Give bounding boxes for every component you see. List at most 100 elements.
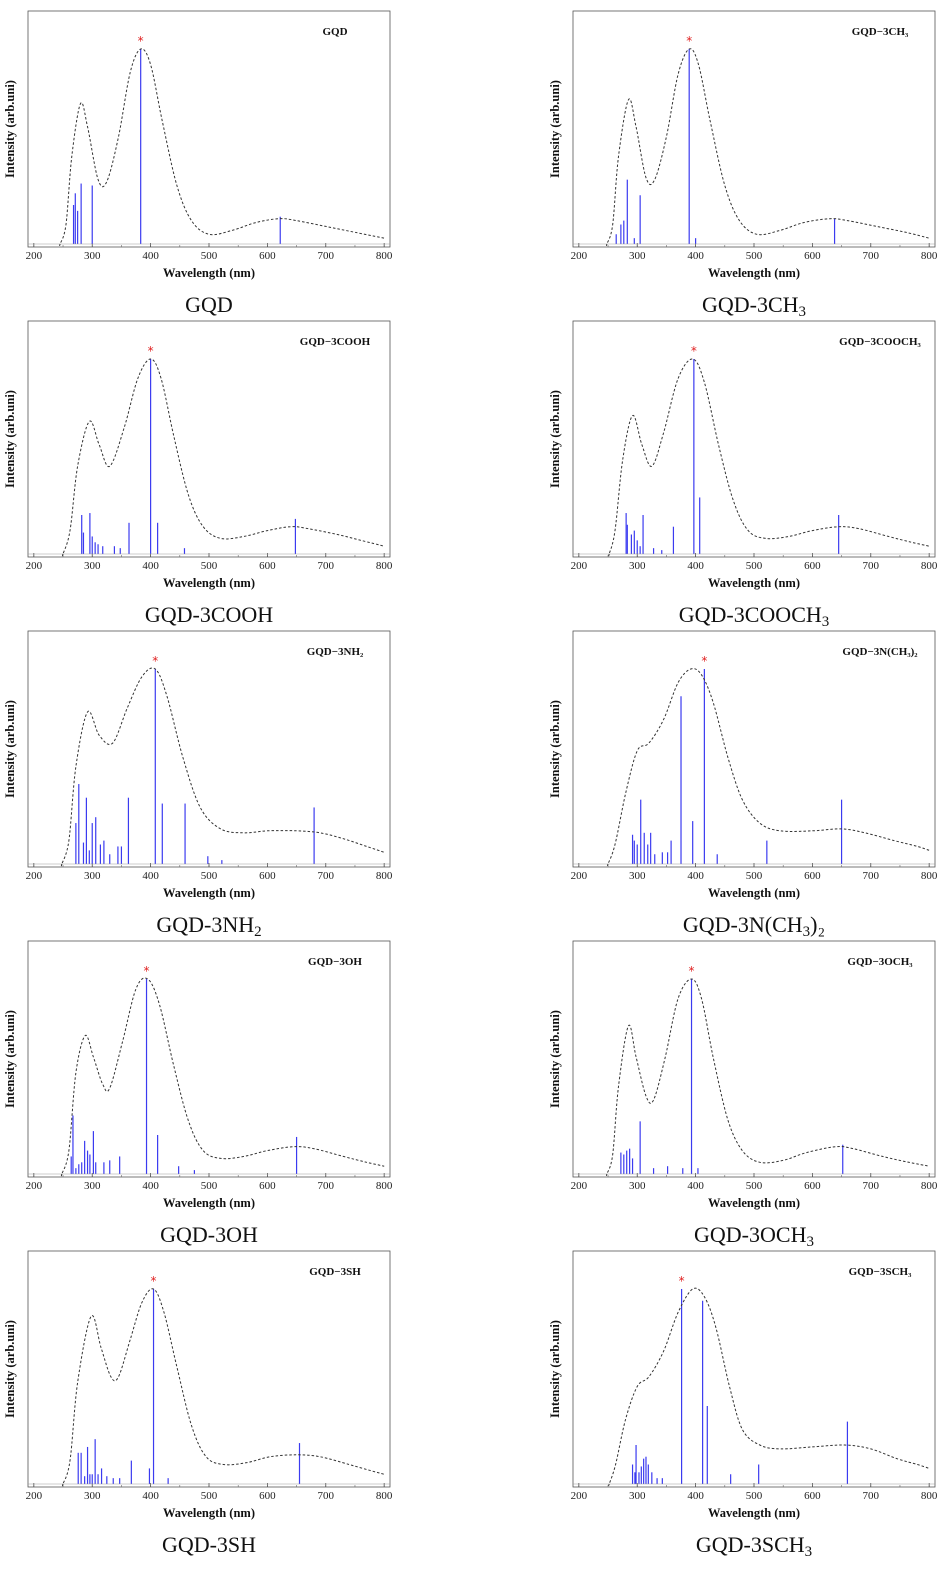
x-tick-label: 700 <box>318 1490 335 1502</box>
spectrum-chart: 200 300 400 500 600 700 800 Wavelength (nm) Inte… <box>3 320 393 590</box>
chart-panel: 200 300 400 500 600 700 800 Wavelength (nm) Inte… <box>545 8 952 321</box>
spectrum-chart: 200 300 400 500 600 700 800 Wavelength (nm) Inte… <box>548 320 938 590</box>
spectrum-chart: 200 300 400 500 600 700 800 Wavelength (nm) Inte… <box>548 1250 938 1520</box>
x-axis-label: Wavelength (nm) <box>708 886 800 900</box>
x-tick-label: 300 <box>84 870 101 882</box>
x-tick-label: 400 <box>687 1180 704 1192</box>
chart-title: GQD−3SCH₃ <box>849 1266 912 1278</box>
plot-frame <box>27 940 391 1178</box>
plot-frame <box>572 630 936 868</box>
caption-main: GQD-3NH <box>156 912 255 937</box>
x-tick-label: 800 <box>376 870 393 882</box>
x-tick-label: 400 <box>142 870 159 882</box>
x-tick-label: 200 <box>26 560 43 572</box>
chart-panel: 200 300 400 500 600 700 800 Wavelength (nm) Inte… <box>0 938 476 1249</box>
x-axis-label: Wavelength (nm) <box>163 886 255 900</box>
x-tick-label: 500 <box>746 250 763 262</box>
chart-title: GQD−3SH <box>309 1266 361 1278</box>
x-axis-label: Wavelength (nm) <box>163 576 255 590</box>
caption-subscript: 3 <box>806 1234 814 1250</box>
max-peak-marker: * <box>144 964 150 978</box>
y-axis-label: Intensity (arb.uni) <box>3 1010 17 1108</box>
x-tick-label: 600 <box>259 560 276 572</box>
chart-title: GQD−3COOCH₃ <box>839 336 921 348</box>
caption-main: GQD-3CH <box>701 292 799 317</box>
x-tick-label: 600 <box>259 1180 276 1192</box>
x-tick-label: 500 <box>201 560 218 572</box>
plot-frame <box>572 320 936 558</box>
x-tick-label: 200 <box>26 1180 43 1192</box>
max-peak-marker: * <box>151 1274 157 1288</box>
chart-panel: 200 300 400 500 600 700 800 Wavelength (nm) Inte… <box>0 1248 476 1559</box>
max-peak-marker: * <box>686 34 692 48</box>
max-peak-marker: * <box>138 34 144 48</box>
caption-main: GQD-3SCH <box>695 1532 805 1557</box>
y-axis-label: Intensity (arb.uni) <box>548 700 562 798</box>
x-tick-label: 700 <box>863 870 880 882</box>
x-tick-label: 500 <box>201 870 218 882</box>
x-tick-label: 600 <box>804 250 821 262</box>
chart-title: GQD−3COOH <box>300 336 371 348</box>
caption-main: GQD-3OH <box>160 1222 258 1247</box>
x-tick-label: 300 <box>84 1180 101 1192</box>
plot-frame <box>572 940 936 1178</box>
x-axis-label: Wavelength (nm) <box>708 1196 800 1210</box>
caption-main: GQD <box>185 292 233 317</box>
panel-caption: GQD-3CH3 <box>545 292 952 321</box>
caption-subscript: 3 <box>804 1544 813 1560</box>
panel-caption: GQD-3NH2 <box>0 912 418 941</box>
spectrum-chart: 200 300 400 500 600 700 800 Wavelength (nm) Inte… <box>548 630 938 900</box>
x-tick-label: 800 <box>921 870 938 882</box>
panel-caption: GQD <box>0 292 418 318</box>
spectrum-chart: 200 300 400 500 600 700 800 Wavelength (nm) Inte… <box>548 940 938 1210</box>
x-tick-label: 800 <box>376 1490 393 1502</box>
caption-main: GQD-3SH <box>161 1532 257 1557</box>
absorption-envelope <box>59 48 385 246</box>
chart-panel: 200 300 400 500 600 700 800 Wavelength (nm) Inte… <box>0 628 476 941</box>
x-tick-label: 800 <box>921 560 938 572</box>
chart-title: GQD−3OH <box>308 956 362 968</box>
x-tick-label: 600 <box>804 1490 821 1502</box>
x-tick-label: 400 <box>687 560 704 572</box>
caption-subscript: 3 <box>802 924 811 940</box>
panel-caption: GQD-3SH <box>0 1532 418 1558</box>
panel-caption: GQD-3COOCH3 <box>545 602 952 631</box>
chart-panel: 200 300 400 500 600 700 800 Wavelength (nm) Inte… <box>545 628 952 940</box>
caption-main: GQD-3COOH <box>144 602 274 627</box>
x-tick-label: 700 <box>318 250 335 262</box>
x-tick-label: 600 <box>259 1490 276 1502</box>
y-axis-label: Intensity (arb.uni) <box>548 390 562 488</box>
x-tick-label: 200 <box>571 870 588 882</box>
x-tick-label: 700 <box>863 1490 880 1502</box>
caption-tail: )₂ <box>810 912 826 937</box>
x-tick-label: 600 <box>259 870 276 882</box>
x-tick-label: 300 <box>629 250 646 262</box>
panel-caption: GQD-3COOH <box>0 602 418 628</box>
plot-frame <box>27 1250 391 1488</box>
x-tick-label: 600 <box>804 870 821 882</box>
y-axis-label: Intensity (arb.uni) <box>3 390 17 488</box>
x-tick-label: 800 <box>921 1490 938 1502</box>
spectrum-chart: 200 300 400 500 600 700 800 Wavelength (nm) Inte… <box>3 940 393 1210</box>
x-tick-label: 600 <box>259 250 276 262</box>
spectrum-chart: 200 300 400 500 600 700 800 Wavelength (nm) Inte… <box>3 1250 393 1520</box>
x-axis-label: Wavelength (nm) <box>163 266 255 280</box>
x-tick-label: 200 <box>571 560 588 572</box>
chart-title: GQD−3OCH₃ <box>847 956 913 968</box>
x-tick-label: 200 <box>571 250 588 262</box>
x-tick-label: 300 <box>629 1180 646 1192</box>
max-peak-marker: * <box>148 344 154 358</box>
chart-title: GQD−3CH₃ <box>852 26 909 38</box>
panel-caption: GQD-3OCH3 <box>545 1222 952 1251</box>
y-axis-label: Intensity (arb.uni) <box>548 1010 562 1108</box>
x-tick-label: 400 <box>142 250 159 262</box>
y-axis-label: Intensity (arb.uni) <box>548 1320 562 1418</box>
x-tick-label: 200 <box>26 250 43 262</box>
chart-panel: 200 300 400 500 600 700 800 Wavelength (nm) Inte… <box>545 938 952 1251</box>
absorption-envelope <box>60 977 385 1177</box>
chart-title: GQD−3N(CH₃)₂ <box>842 646 918 658</box>
x-axis-label: Wavelength (nm) <box>708 1506 800 1520</box>
x-tick-label: 700 <box>318 1180 335 1192</box>
absorption-envelope <box>605 978 930 1176</box>
